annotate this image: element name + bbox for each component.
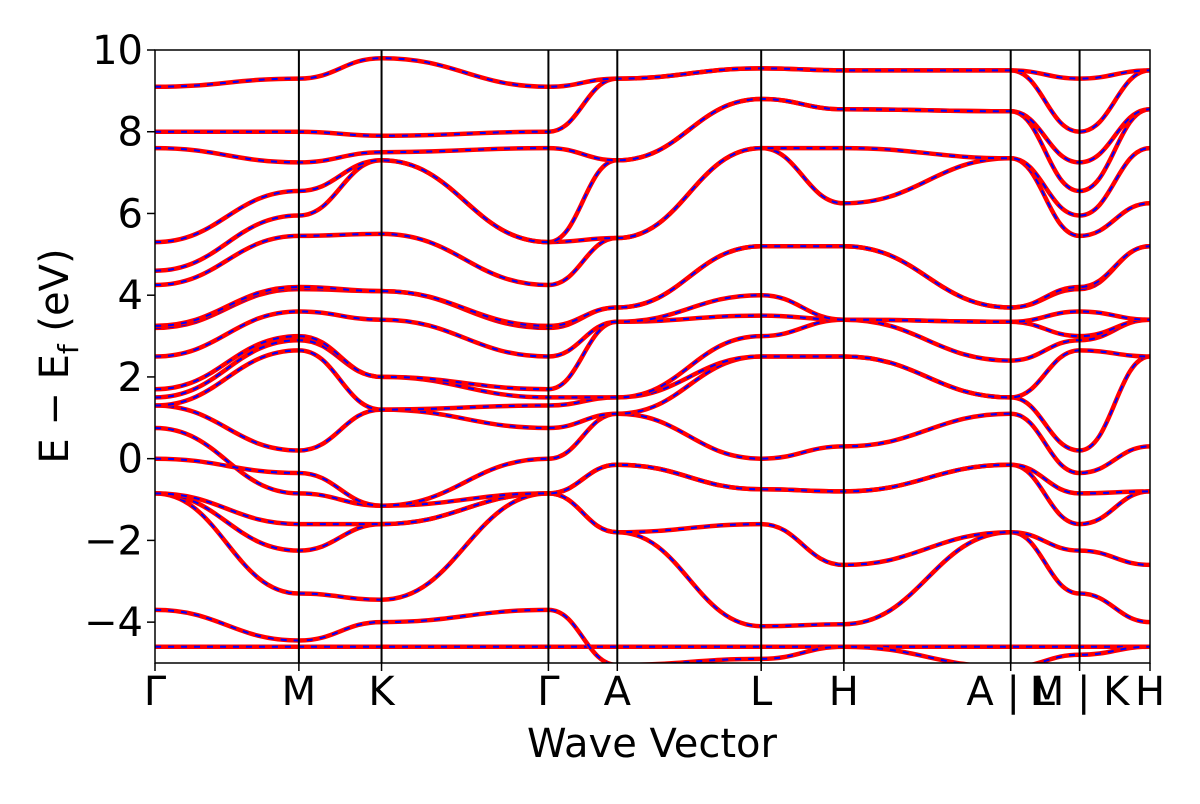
x-tick-label: Γ <box>144 669 167 715</box>
y-axis-label-main: E − E <box>32 354 78 464</box>
band-line-blue-dashed <box>155 57 1150 88</box>
x-axis-label: Wave Vector <box>527 721 778 767</box>
x-tick-label: Γ <box>537 669 560 715</box>
band-line-blue-dashed <box>155 147 1150 272</box>
band-line-red <box>155 491 1150 568</box>
y-axis-label-sub: f <box>52 343 85 354</box>
y-axis-label: E − Ef (eV) <box>32 248 85 463</box>
y-ticks: −4 −2 0 2 4 6 8 10 <box>84 28 155 646</box>
y-tick-label: 6 <box>118 191 143 237</box>
y-tick-label: 10 <box>92 28 143 74</box>
band-line-blue-dashed <box>155 492 1150 628</box>
y-axis-label-unit: (eV) <box>32 248 78 344</box>
band-line-blue-dashed <box>155 245 1150 327</box>
x-tick-label: M <box>282 669 317 715</box>
y-tick-label: 2 <box>118 355 143 401</box>
y-tick-label: 0 <box>118 437 143 483</box>
y-tick-label: −2 <box>84 518 143 564</box>
band-line-blue-dashed <box>155 608 1150 663</box>
x-tick-label: M | K <box>1030 669 1131 715</box>
y-tick-label: 8 <box>118 110 143 156</box>
high-symmetry-lines <box>297 50 1081 663</box>
x-tick-label: L <box>750 669 773 715</box>
y-tick-label: 4 <box>118 273 143 319</box>
band-line-red <box>155 411 1150 508</box>
plot-frame <box>154 49 1151 664</box>
x-tick-label: A | L <box>966 669 1055 715</box>
band-line-blue-dashed <box>155 463 1150 526</box>
band-line-red <box>155 354 1150 453</box>
plot-background <box>155 50 1150 663</box>
bands-layer <box>155 55 1150 663</box>
x-tick-label: A <box>604 669 632 715</box>
band-line-red <box>155 292 1150 359</box>
band-line-blue-dashed <box>155 318 1150 399</box>
band-line-blue-dashed <box>155 97 1150 244</box>
x-tick-label: H <box>829 669 859 715</box>
x-tick-label: K <box>368 669 396 715</box>
band-line-blue-dashed <box>155 349 1150 411</box>
y-tick-label: −4 <box>84 600 143 646</box>
band-line-blue-dashed <box>155 427 1150 507</box>
band-line-blue-dashed <box>155 97 1150 164</box>
x-tick-label: H <box>1135 669 1165 715</box>
